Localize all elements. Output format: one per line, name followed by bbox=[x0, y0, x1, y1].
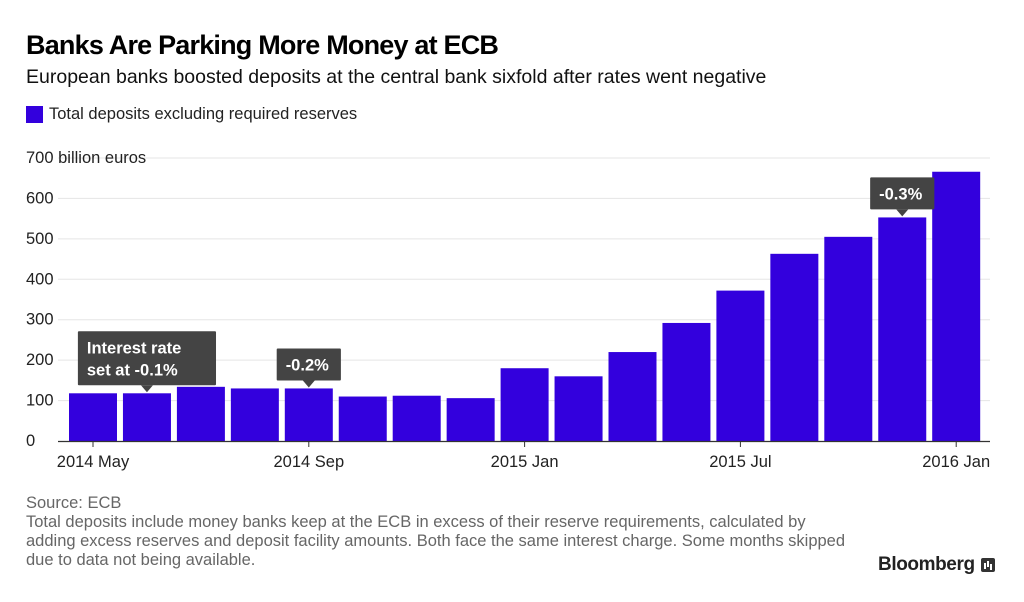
bar bbox=[770, 253, 819, 441]
annotation-text: -0.2% bbox=[286, 356, 329, 374]
annotation-pointer bbox=[140, 385, 153, 393]
chart-title: Banks Are Parking More Money at ECB bbox=[26, 30, 499, 60]
bar bbox=[122, 393, 171, 441]
y-tick-label: 300 bbox=[26, 311, 54, 329]
bar bbox=[716, 290, 765, 441]
annotation-text: -0.3% bbox=[879, 185, 922, 203]
annotation-box bbox=[276, 348, 341, 381]
bar bbox=[446, 398, 495, 441]
x-tick-label: 2015 Jan bbox=[491, 453, 559, 471]
y-tick-label: 0 bbox=[26, 432, 35, 450]
chart-subtitle: European banks boosted deposits at the c… bbox=[26, 66, 767, 88]
brand-logo: Bloomberg bbox=[878, 554, 995, 576]
y-tick-label: 700 billion euros bbox=[26, 149, 146, 167]
annotation-text: Interest rate bbox=[87, 339, 181, 357]
bloomberg-terminal-icon bbox=[980, 558, 995, 572]
y-tick-label: 200 bbox=[26, 351, 54, 369]
annotation-pointer bbox=[896, 209, 909, 217]
x-tick-label: 2016 Jan bbox=[922, 453, 990, 471]
footer: Source: ECB Total deposits include money… bbox=[26, 494, 846, 570]
bar bbox=[824, 236, 873, 441]
bar bbox=[608, 352, 657, 441]
bar bbox=[69, 393, 117, 441]
y-tick-label: 100 bbox=[26, 392, 54, 410]
annotation-box bbox=[870, 177, 935, 210]
annotation-box bbox=[77, 331, 217, 386]
annotation-text: set at -0.1% bbox=[87, 361, 178, 379]
bar bbox=[338, 396, 387, 441]
footnote: Total deposits include money banks keep … bbox=[26, 513, 846, 569]
x-tick-label: 2014 Sep bbox=[273, 453, 344, 471]
bar bbox=[230, 388, 279, 441]
bar-chart: 0 100 200 300 400 500 600 700 billion euros 2014… bbox=[26, 149, 990, 471]
x-tick-label: 2015 Jul bbox=[709, 453, 771, 471]
bar bbox=[554, 376, 603, 441]
legend-label: Total deposits excluding required reserv… bbox=[49, 105, 358, 123]
y-tick-label: 500 bbox=[26, 230, 54, 248]
legend: Total deposits excluding required reserv… bbox=[26, 104, 357, 124]
bar bbox=[500, 368, 549, 441]
source-note: Source: ECB bbox=[26, 494, 122, 512]
bar bbox=[662, 322, 711, 441]
bar bbox=[932, 171, 981, 441]
x-tick-label: 2014 May bbox=[57, 453, 130, 471]
legend-swatch bbox=[26, 105, 43, 123]
bar bbox=[176, 386, 225, 441]
bar bbox=[392, 395, 441, 441]
annotation-pointer bbox=[302, 380, 315, 388]
bar bbox=[284, 388, 333, 441]
brand-name: Bloomberg bbox=[878, 554, 975, 575]
y-tick-label: 400 bbox=[26, 270, 54, 288]
bar bbox=[878, 217, 927, 441]
y-tick-label: 600 bbox=[26, 189, 54, 207]
